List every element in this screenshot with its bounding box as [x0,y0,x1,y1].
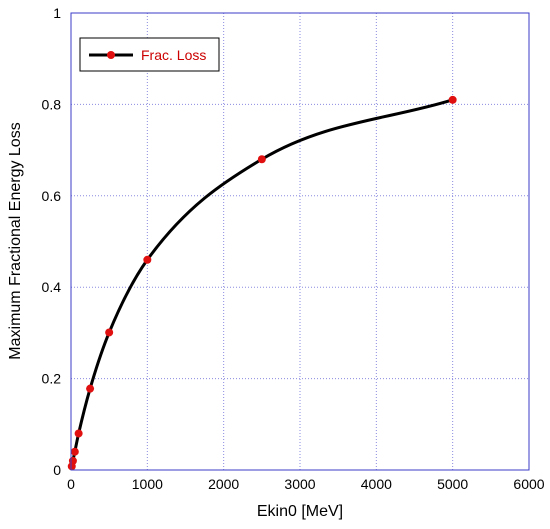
data-point [70,447,79,456]
x-tick-label: 3000 [284,476,315,492]
y-tick-label: 0 [53,462,61,478]
x-tick-label: 1000 [132,476,163,492]
data-point [105,328,114,337]
x-tick-label: 4000 [361,476,392,492]
legend-label: Frac. Loss [141,47,206,63]
x-axis-label: Ekin0 [MeV] [257,503,343,520]
y-axis-label: Maximum Fractional Energy Loss [7,122,24,359]
data-point [143,255,152,264]
y-tick-label: 0.4 [42,279,62,295]
data-point [257,155,266,164]
tick-labels: 0 1000 2000 3000 4000 5000 6000 0 0.2 0.4 0.6 0.8 1 [42,5,545,492]
grid-lines [71,13,529,470]
x-tick-label: 6000 [513,476,544,492]
data-point [74,429,83,438]
data-point [448,95,457,104]
legend: Frac. Loss [79,37,220,72]
legend-marker [107,51,115,59]
data-point [86,384,95,393]
y-tick-label: 0.6 [42,188,62,204]
y-tick-label: 0.8 [42,96,62,112]
data-point [68,456,77,465]
y-tick-label: 0.2 [42,371,62,387]
x-tick-label: 5000 [437,476,468,492]
plot-frame [70,12,530,471]
x-tick-label: 0 [67,476,75,492]
x-tick-label: 2000 [208,476,239,492]
y-tick-label: 1 [53,5,61,21]
